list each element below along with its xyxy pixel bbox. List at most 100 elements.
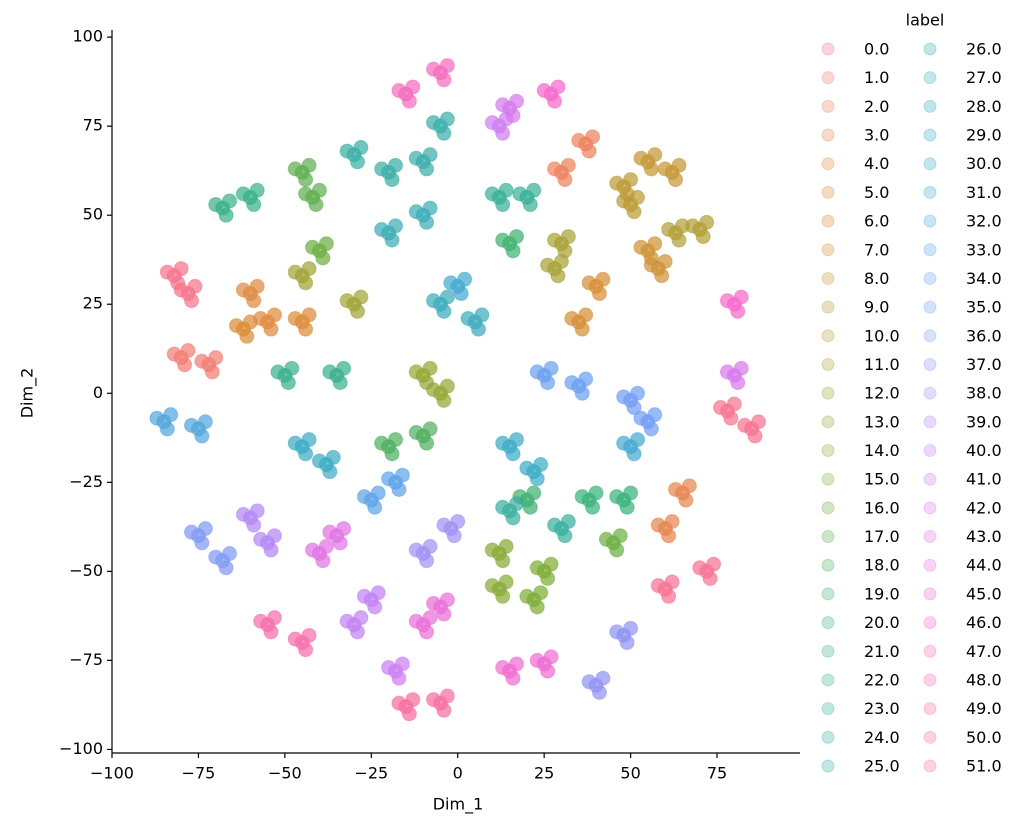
point xyxy=(436,125,452,141)
point xyxy=(723,410,739,426)
point xyxy=(650,517,666,533)
point xyxy=(166,346,182,362)
point xyxy=(616,389,632,405)
point xyxy=(422,360,438,376)
legend-label: 48.0 xyxy=(966,670,1002,689)
legend-marker xyxy=(821,558,835,572)
legend-label: 7.0 xyxy=(864,240,889,259)
point xyxy=(616,435,632,451)
point xyxy=(218,560,234,576)
point xyxy=(668,172,684,188)
point xyxy=(287,631,303,647)
point xyxy=(298,186,314,202)
legend-marker xyxy=(821,501,835,515)
point xyxy=(650,578,666,594)
point xyxy=(249,503,265,519)
point xyxy=(598,531,614,547)
point xyxy=(571,132,587,148)
point xyxy=(184,293,200,309)
point xyxy=(578,371,594,387)
legend-marker xyxy=(923,71,937,85)
legend-marker xyxy=(923,42,937,56)
point xyxy=(436,72,452,88)
legend-label: 1.0 xyxy=(864,68,889,87)
legend-marker xyxy=(821,71,835,85)
point xyxy=(349,624,365,640)
point xyxy=(287,264,303,280)
legend-label: 28.0 xyxy=(966,97,1002,116)
point xyxy=(405,79,421,95)
point xyxy=(474,307,490,323)
point xyxy=(315,250,331,266)
point xyxy=(671,232,687,248)
point xyxy=(249,182,265,198)
point xyxy=(353,140,369,156)
legend-marker xyxy=(923,472,937,486)
legend-label: 40.0 xyxy=(966,441,1002,460)
point xyxy=(391,695,407,711)
legend-marker xyxy=(821,472,835,486)
point xyxy=(408,150,424,166)
legend-marker xyxy=(923,357,937,371)
point xyxy=(197,414,213,430)
point xyxy=(436,702,452,718)
point xyxy=(367,499,383,515)
point xyxy=(699,214,715,230)
point xyxy=(616,193,632,209)
legend-label: 4.0 xyxy=(864,154,889,173)
point xyxy=(228,318,244,334)
point xyxy=(522,197,538,213)
legend-marker xyxy=(923,271,937,285)
point xyxy=(671,157,687,173)
point xyxy=(246,517,262,533)
point xyxy=(384,232,400,248)
point xyxy=(305,239,321,255)
point xyxy=(322,364,338,380)
point xyxy=(668,481,684,497)
legend-label: 13.0 xyxy=(864,412,900,431)
point xyxy=(623,485,639,501)
legend-marker xyxy=(923,444,937,458)
point xyxy=(325,449,341,465)
point xyxy=(585,129,601,145)
point xyxy=(436,303,452,319)
legend-label: 42.0 xyxy=(966,498,1002,517)
x-tick-label: −100 xyxy=(90,764,134,783)
point xyxy=(560,513,576,529)
point xyxy=(557,528,573,544)
point xyxy=(495,588,511,604)
legend-marker xyxy=(923,128,937,142)
point xyxy=(422,610,438,626)
point xyxy=(408,204,424,220)
x-tick-label: −75 xyxy=(182,764,216,783)
legend-label: 38.0 xyxy=(966,384,1002,403)
x-tick-label: 75 xyxy=(707,764,727,783)
legend-label: 14.0 xyxy=(864,441,900,460)
legend-marker xyxy=(923,530,937,544)
point xyxy=(522,499,538,515)
legend-marker xyxy=(923,386,937,400)
point xyxy=(495,97,511,113)
x-tick-label: −50 xyxy=(268,764,302,783)
point xyxy=(540,257,556,273)
legend-label: 35.0 xyxy=(966,298,1002,317)
point xyxy=(733,360,749,376)
point xyxy=(609,489,625,505)
legend-label: 21.0 xyxy=(864,642,900,661)
point xyxy=(149,410,165,426)
point xyxy=(647,407,663,423)
legend-marker xyxy=(923,644,937,658)
point xyxy=(436,517,452,533)
point xyxy=(249,278,265,294)
point xyxy=(394,467,410,483)
point xyxy=(647,236,663,252)
legend-marker xyxy=(821,157,835,171)
point xyxy=(484,115,500,131)
point xyxy=(547,517,563,533)
point xyxy=(588,485,604,501)
legend-label: 44.0 xyxy=(966,556,1002,575)
point xyxy=(298,321,314,337)
point xyxy=(609,624,625,640)
point xyxy=(533,457,549,473)
point xyxy=(495,197,511,213)
